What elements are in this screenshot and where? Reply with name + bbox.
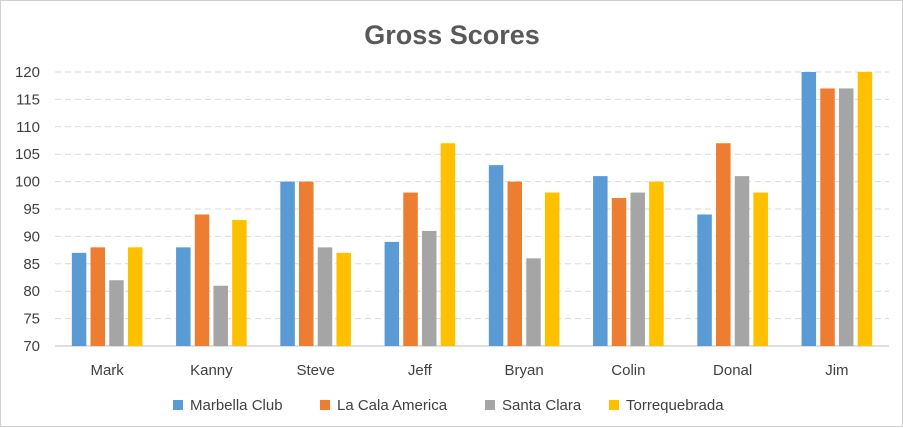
legend-item: Santa Clara bbox=[485, 397, 582, 414]
bar-torrequebrada-bryan bbox=[544, 192, 560, 346]
y-tick-label: 100 bbox=[15, 174, 40, 191]
y-tick-label: 120 bbox=[15, 64, 40, 81]
x-tick-label: Bryan bbox=[505, 362, 544, 379]
bar-marbella-club-donal bbox=[697, 214, 712, 346]
bar-santa-clara-mark bbox=[109, 280, 124, 346]
legend-swatch bbox=[173, 400, 183, 410]
legend-item: Marbella Club bbox=[173, 397, 283, 414]
bar-torrequebrada-colin bbox=[649, 181, 664, 346]
bar-santa-clara-kanny bbox=[213, 285, 228, 346]
bar-marbella-club-bryan bbox=[488, 165, 504, 346]
x-tick-label: Jim bbox=[825, 362, 848, 379]
bar-torrequebrada-jim bbox=[857, 72, 873, 346]
bar-la-cala-america-colin bbox=[611, 198, 627, 346]
legend-swatch bbox=[485, 400, 495, 410]
x-axis-ticks: Mark Kanny Steve Jeff Bryan Colin Donal Jim bbox=[90, 362, 848, 379]
legend-item: Torrequebrada bbox=[609, 397, 724, 414]
y-tick-label: 95 bbox=[23, 201, 40, 218]
y-tick-label: 80 bbox=[23, 283, 40, 300]
bar-santa-clara-bryan bbox=[526, 258, 541, 346]
x-tick-label: Donal bbox=[713, 362, 752, 379]
legend: Marbella Club La Cala America Santa Clara T… bbox=[173, 397, 724, 414]
bar-marbella-club-jim bbox=[801, 72, 817, 346]
gridlines bbox=[55, 71, 889, 347]
bar-torrequebrada-mark bbox=[127, 247, 143, 346]
y-tick-label: 115 bbox=[16, 91, 40, 108]
bar-marbella-club-kanny bbox=[176, 247, 191, 346]
legend-swatch bbox=[320, 400, 330, 410]
legend-label: Torrequebrada bbox=[626, 397, 724, 414]
y-tick-label: 110 bbox=[16, 119, 40, 136]
bar-santa-clara-jim bbox=[838, 88, 854, 346]
bar-marbella-club-mark bbox=[71, 252, 87, 346]
legend-item: La Cala America bbox=[320, 397, 448, 414]
bar-marbella-club-steve bbox=[280, 181, 295, 346]
bar-la-cala-america-donal bbox=[716, 143, 731, 346]
x-tick-label: Kanny bbox=[190, 362, 233, 379]
bar-torrequebrada-donal bbox=[753, 192, 768, 346]
bar-santa-clara-jeff bbox=[421, 230, 437, 346]
y-tick-label: 105 bbox=[15, 146, 40, 163]
bar-santa-clara-donal bbox=[734, 176, 750, 346]
bar-torrequebrada-kanny bbox=[232, 219, 247, 346]
bar-la-cala-america-steve bbox=[299, 181, 314, 346]
legend-label: Marbella Club bbox=[190, 397, 283, 414]
bar-la-cala-america-jeff bbox=[403, 192, 418, 346]
bar-torrequebrada-steve bbox=[336, 252, 351, 346]
legend-label: La Cala America bbox=[337, 397, 448, 414]
y-tick-label: 85 bbox=[23, 256, 40, 273]
bar-marbella-club-jeff bbox=[384, 241, 400, 346]
y-tick-label: 75 bbox=[23, 311, 40, 328]
bar-la-cala-america-bryan bbox=[507, 181, 523, 346]
bar-torrequebrada-jeff bbox=[440, 143, 456, 346]
y-tick-label: 90 bbox=[23, 228, 40, 245]
x-tick-label: Mark bbox=[90, 362, 124, 379]
bar-marbella-club-colin bbox=[593, 176, 608, 346]
y-tick-label: 70 bbox=[23, 338, 40, 355]
legend-swatch bbox=[609, 400, 619, 410]
bars bbox=[71, 72, 873, 346]
x-tick-label: Colin bbox=[611, 362, 645, 379]
y-axis-ticks: 70 75 80 85 90 95 100 105 110 115 120 bbox=[15, 64, 40, 355]
bar-la-cala-america-jim bbox=[820, 88, 835, 346]
bar-la-cala-america-mark bbox=[90, 247, 106, 346]
chart-title: Gross Scores bbox=[364, 20, 540, 50]
bar-santa-clara-steve bbox=[317, 247, 333, 346]
bar-santa-clara-colin bbox=[630, 192, 645, 346]
legend-label: Santa Clara bbox=[502, 397, 582, 414]
bar-la-cala-america-kanny bbox=[194, 214, 210, 346]
x-tick-label: Steve bbox=[296, 362, 334, 379]
x-tick-label: Jeff bbox=[408, 362, 433, 379]
